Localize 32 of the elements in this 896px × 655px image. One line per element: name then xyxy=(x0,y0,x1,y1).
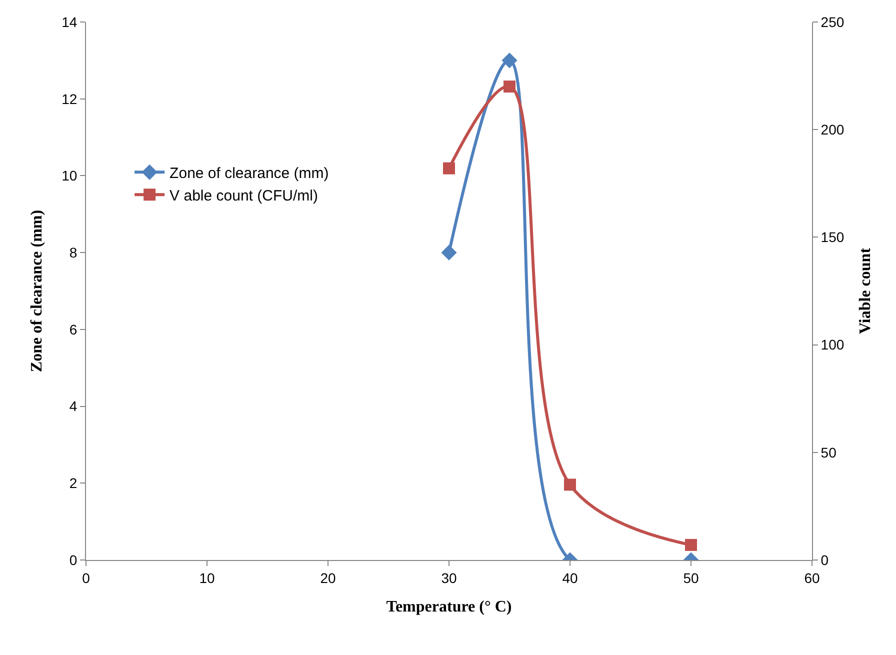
y2-tick-label: 200 xyxy=(820,122,844,138)
point xyxy=(502,52,518,68)
y2-tick-label: 250 xyxy=(820,14,844,30)
y-tick-label: 2 xyxy=(69,475,78,492)
x-tick-label: 10 xyxy=(199,570,215,586)
x-tick-label: 40 xyxy=(562,570,578,586)
legend-label: V able count (CFU/ml) xyxy=(170,188,318,204)
y2-tick-label: 100 xyxy=(820,336,844,353)
y-tick-label: 6 xyxy=(69,321,78,338)
point xyxy=(564,478,576,491)
point xyxy=(441,244,457,260)
x-tick-label: 20 xyxy=(320,570,336,586)
x-tick-label: 30 xyxy=(441,570,457,586)
y-tick-label: 10 xyxy=(62,168,78,184)
point xyxy=(504,80,516,93)
y2-tick-label: 0 xyxy=(820,552,829,568)
y-tick-label: 8 xyxy=(69,244,78,260)
legend-label: Zone of clearance (mm) xyxy=(170,165,329,182)
x-tick-label: 50 xyxy=(683,570,699,586)
point xyxy=(685,538,697,551)
y-tick-label: 12 xyxy=(62,90,78,107)
y2-tick-label: 50 xyxy=(820,444,837,460)
y-tick-label: 0 xyxy=(69,552,78,568)
x-axis-title: Temperature (° C) xyxy=(386,598,512,616)
y-tick-label: 4 xyxy=(69,398,78,414)
x-tick-label: 60 xyxy=(804,570,820,586)
x-tick-label: 0 xyxy=(82,570,90,586)
y-axis-title: Zone of clearance (mm) xyxy=(28,210,46,372)
y-tick-label: 14 xyxy=(62,14,78,30)
y2-axis-title: Viable count xyxy=(857,247,874,334)
y2-tick-label: 150 xyxy=(820,229,844,246)
point xyxy=(443,162,455,174)
